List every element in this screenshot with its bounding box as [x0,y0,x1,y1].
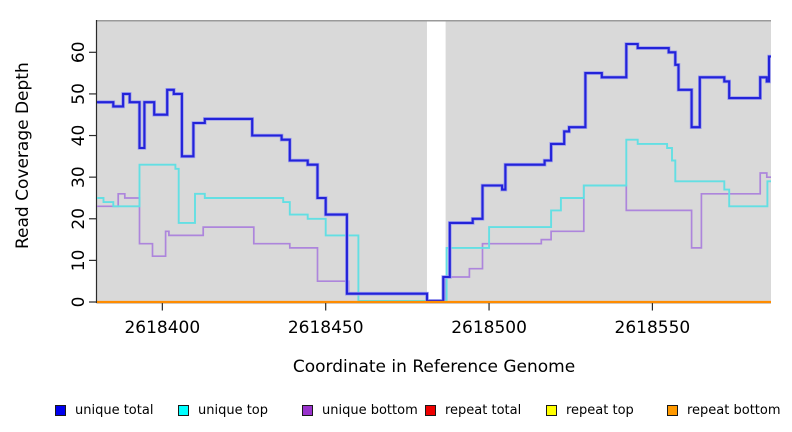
y-tick-label: 20 [69,208,89,230]
legend-item-unique-bottom: unique bottom [302,401,418,419]
legend-item-repeat-top: repeat top [546,401,634,419]
legend-item-repeat-bottom: repeat bottom [667,401,781,419]
legend-label-repeat-bottom: repeat bottom [687,402,781,418]
legend-swatch-repeat-bottom [667,404,678,416]
legend-item-unique-total: unique total [55,401,153,419]
y-tick-label: 50 [69,83,89,105]
y-tick-label: 40 [69,125,89,147]
legend-label-repeat-top: repeat top [566,402,634,418]
legend-swatch-repeat-top [546,404,557,416]
legend-label-unique-bottom: unique bottom [322,402,418,418]
legend-item-unique-top: unique top [178,401,268,419]
legend-swatch-unique-top [178,404,189,416]
legend-swatch-repeat-total [425,404,436,416]
series-unique-total-line [97,42,771,302]
x-tick-label: 2618400 [124,318,200,338]
legend-label-unique-top: unique top [198,402,269,418]
y-tick-label: 60 [69,41,89,63]
legend-label-unique-total: unique total [75,402,154,418]
coverage-gap-band [426,20,446,303]
y-tick-label: 0 [69,297,89,308]
y-tick-label: 10 [69,250,89,272]
legend: unique total unique top unique bottom repea… [0,401,792,421]
series-unique-top-line [97,138,771,302]
x-tick-label: 2618500 [451,318,527,338]
legend-label-repeat-total: repeat total [445,402,522,418]
x-axis-title: Coordinate in Reference Genome [292,357,576,377]
y-axis-title: Read Coverage Depth [13,62,33,249]
legend-swatch-unique-total [55,404,66,416]
x-tick-label: 2618550 [615,318,691,338]
y-tick-label: 30 [69,166,89,188]
legend-swatch-unique-bottom [302,404,313,416]
x-tick-label: 2618450 [288,318,364,338]
legend-item-repeat-total: repeat total [425,401,521,419]
